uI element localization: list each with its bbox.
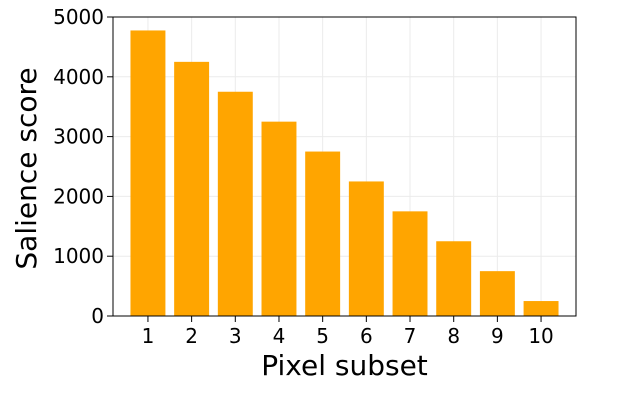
y-tick-label: 5000 [53, 5, 104, 29]
y-tick-label: 1000 [53, 244, 104, 268]
y-ticks: 0 1000 2000 3000 4000 5000 [53, 5, 113, 328]
x-tick-label: 9 [491, 324, 504, 348]
y-axis-title: Salience score [10, 67, 43, 269]
y-tick-label: 0 [91, 304, 104, 328]
x-tick-label: 3 [229, 324, 242, 348]
x-tick-label: 7 [404, 324, 417, 348]
bar-1 [130, 30, 166, 317]
x-tick-label: 6 [360, 324, 373, 348]
bars [130, 30, 559, 317]
bar-6 [348, 181, 384, 316]
x-tick-label: 8 [447, 324, 460, 348]
bar-10 [523, 301, 559, 316]
bar-9 [479, 271, 515, 316]
y-tick-label: 3000 [53, 125, 104, 149]
bar-3 [217, 91, 253, 316]
x-tick-label: 5 [316, 324, 329, 348]
bar-8 [436, 241, 472, 316]
plot-frame [112, 16, 577, 317]
y-tick-label: 4000 [53, 65, 104, 89]
bar-7 [392, 211, 428, 316]
x-tick-label: 2 [185, 324, 198, 348]
x-tick-label: 4 [273, 324, 286, 348]
y-tick-label: 2000 [53, 184, 104, 208]
bar-2 [174, 61, 210, 316]
x-ticks: 1 2 3 4 5 6 7 8 9 10 [142, 316, 554, 348]
x-axis-title: Pixel subset [261, 349, 428, 382]
bar-5 [305, 151, 341, 316]
x-tick-label: 1 [142, 324, 155, 348]
x-tick-label: 10 [528, 324, 553, 348]
bar-4 [261, 121, 297, 317]
